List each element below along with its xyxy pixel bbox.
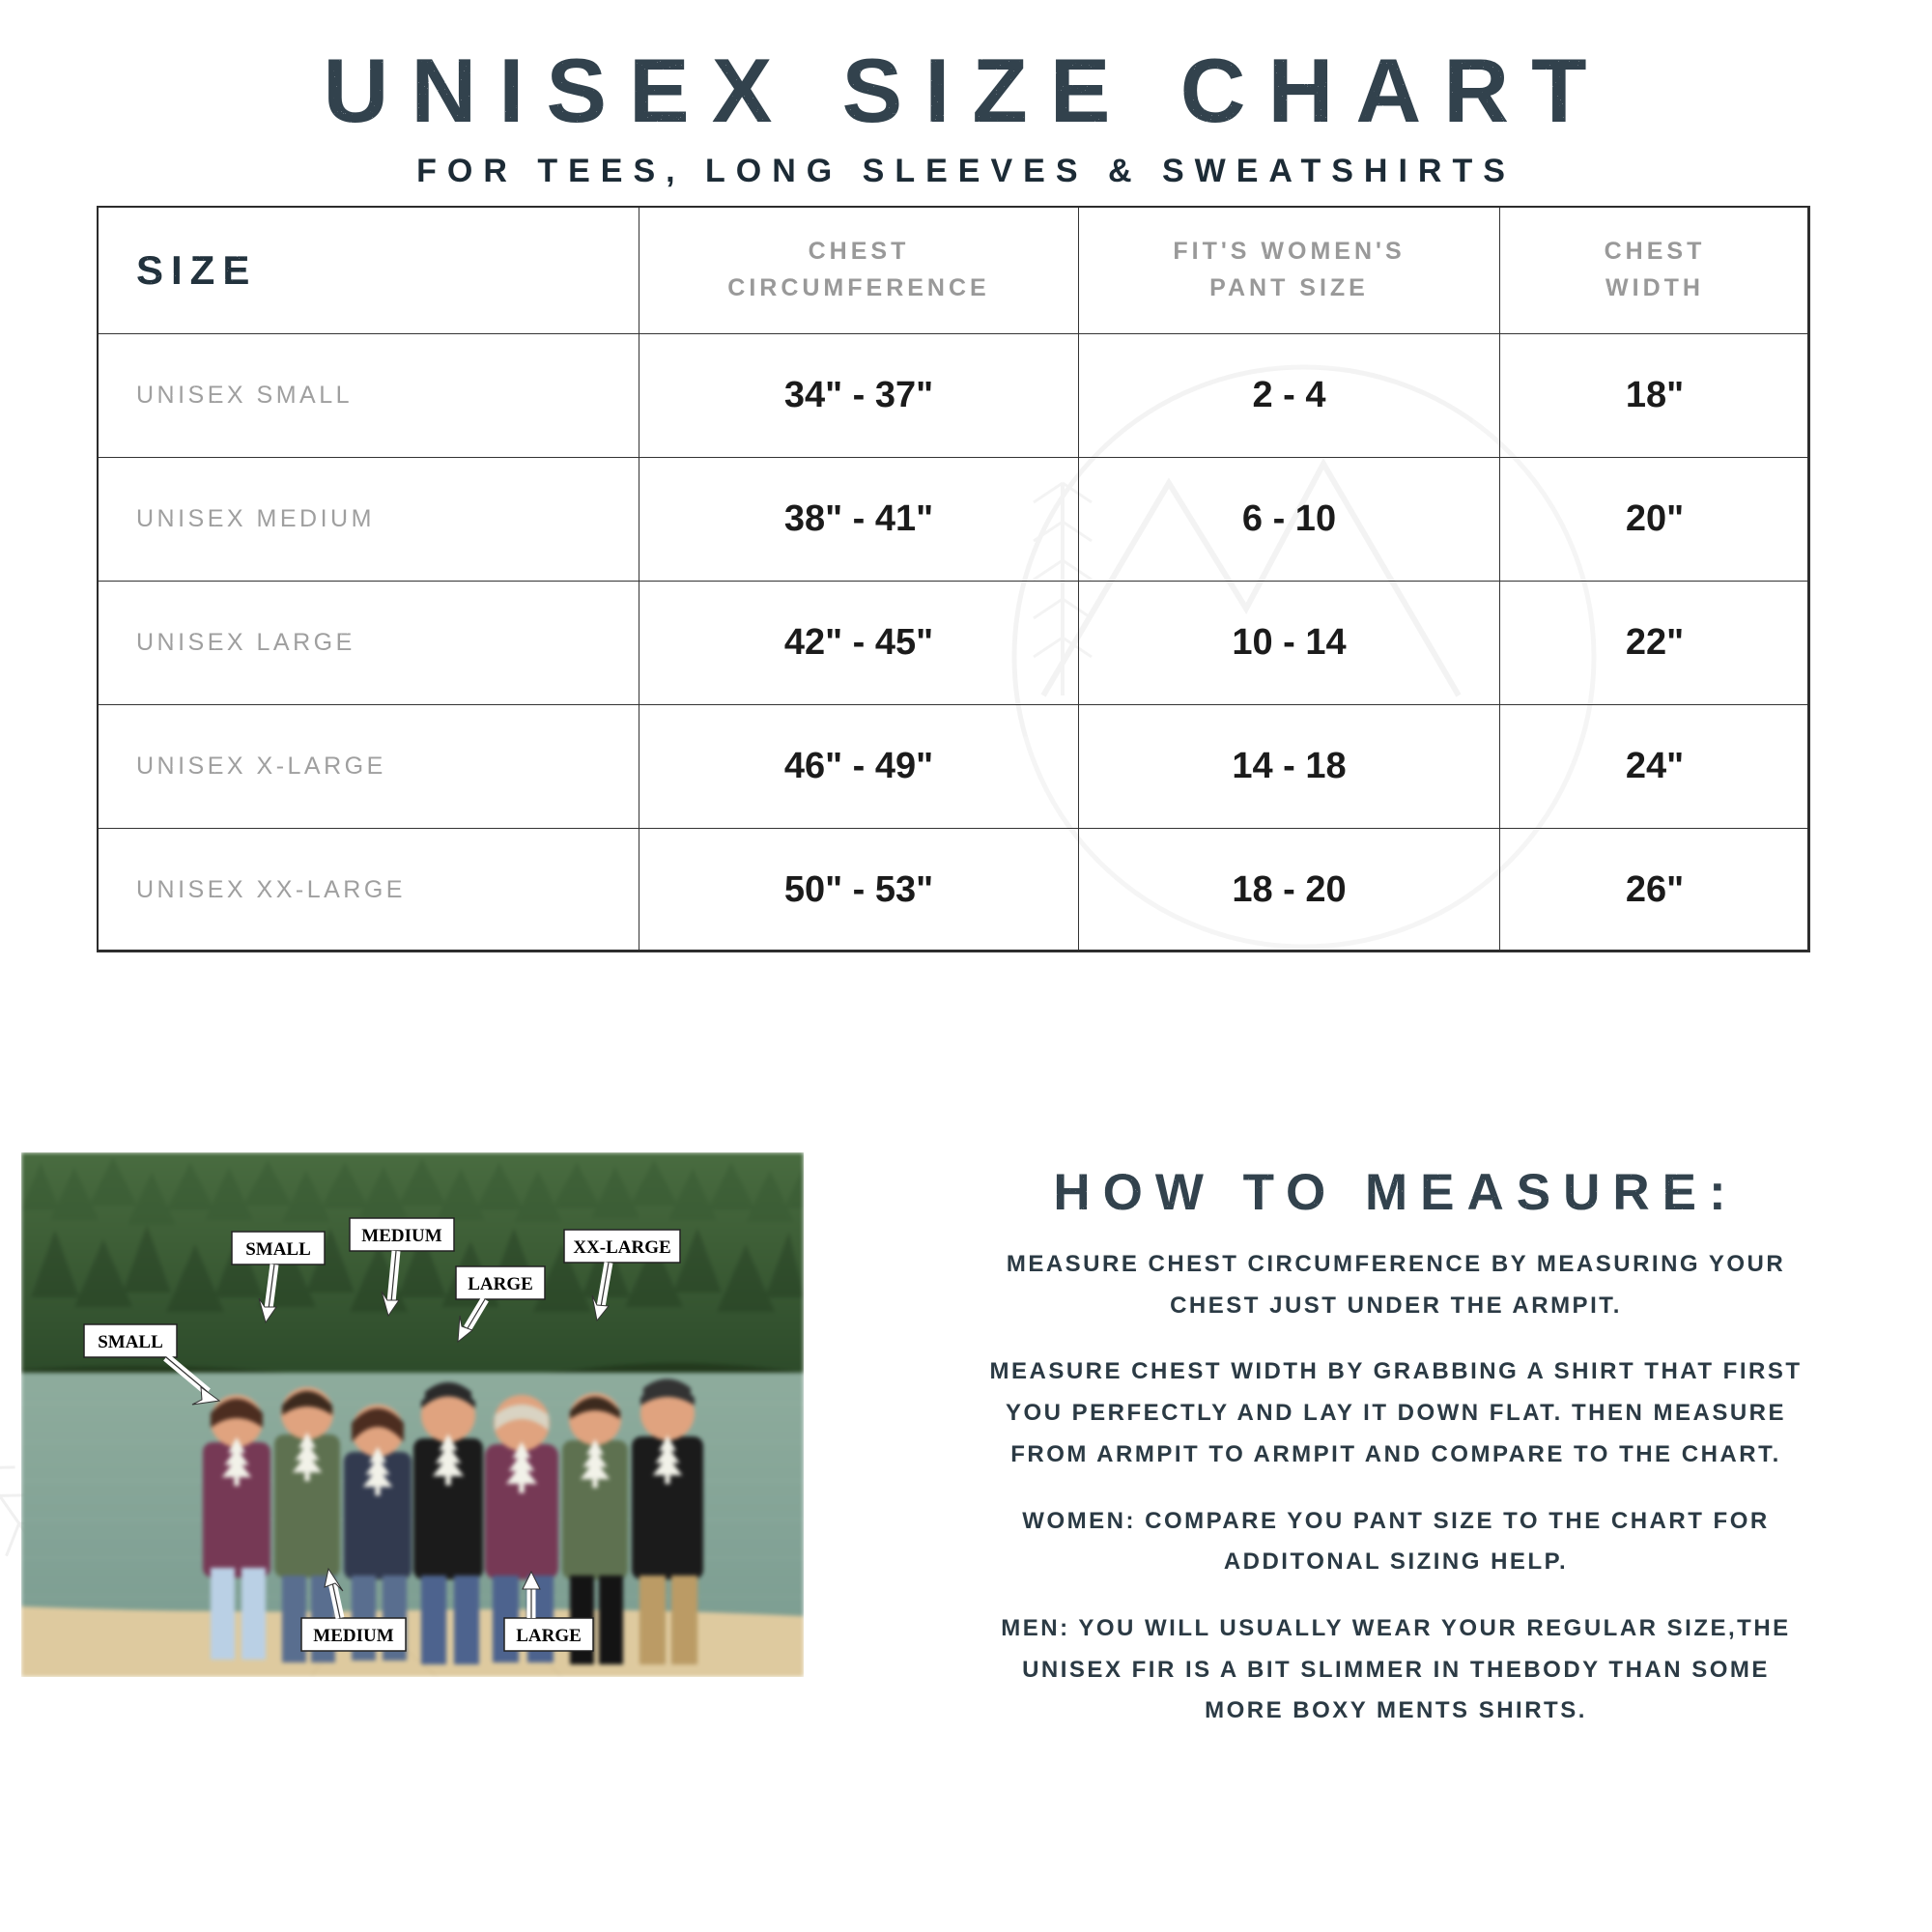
svg-text:SMALL: SMALL [245,1239,311,1260]
svg-text:MEDIUM: MEDIUM [361,1226,441,1246]
svg-text:LARGE: LARGE [516,1626,582,1646]
svg-text:SMALL: SMALL [98,1332,163,1352]
svg-text:XX-LARGE: XX-LARGE [573,1237,670,1258]
svg-text:MEDIUM: MEDIUM [313,1626,393,1646]
svg-text:LARGE: LARGE [468,1274,533,1294]
